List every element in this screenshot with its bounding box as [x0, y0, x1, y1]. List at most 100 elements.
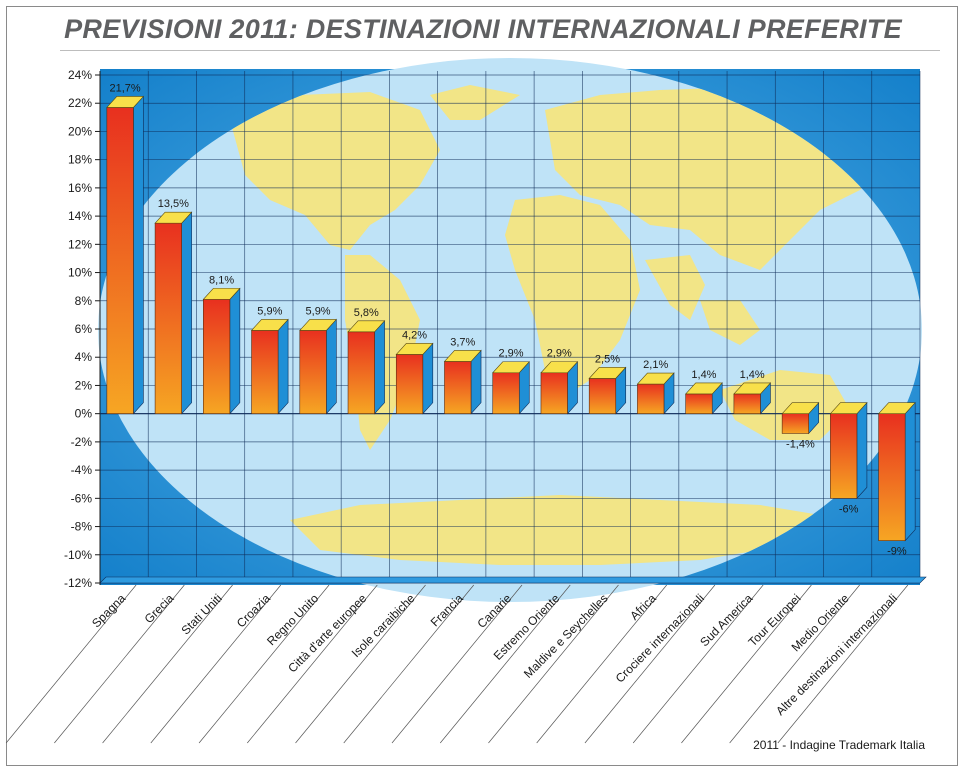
- bar-top: [154, 211, 193, 224]
- y-tick-label: 20%: [68, 124, 92, 138]
- bar: [588, 366, 627, 415]
- bar-side: [277, 318, 289, 415]
- y-tick-label: -4%: [71, 463, 93, 477]
- bar-top: [588, 367, 627, 379]
- y-tick-label: -10%: [64, 548, 92, 562]
- x-tick-label: Crociere internazionali: [613, 591, 707, 685]
- bar: [781, 401, 820, 435]
- data-labels: 21,7% 13,5% 8,1% 5,9% 5,9% 5,8% 4,2% 3,7% 2,9% 2,…: [110, 82, 907, 557]
- y-tick-label: 8%: [75, 294, 93, 308]
- bar-front: [154, 222, 182, 414]
- bar-top: [299, 319, 338, 331]
- bar-top: [395, 343, 434, 355]
- bar: [684, 382, 723, 415]
- x-tick-leader: [247, 584, 378, 744]
- y-tick-label: 14%: [68, 209, 92, 223]
- floor-slab: [99, 576, 927, 584]
- land-shape: [505, 195, 640, 400]
- y-tick-label: -12%: [64, 576, 92, 590]
- land-shape: [290, 495, 820, 565]
- bar-front: [685, 393, 713, 414]
- bar: [154, 211, 193, 415]
- data-label: 2,1%: [643, 359, 668, 371]
- data-label: 1,4%: [740, 369, 765, 381]
- data-label: -6%: [839, 503, 859, 515]
- y-tick-label: 12%: [68, 237, 92, 251]
- y-tick-label: 10%: [68, 266, 92, 280]
- bar-front: [637, 383, 665, 414]
- x-tick-leader: [777, 584, 909, 744]
- bar-side: [856, 401, 868, 500]
- x-tick-leader: [54, 584, 185, 744]
- bar: [443, 349, 482, 415]
- y-tick-label: 24%: [68, 68, 92, 82]
- x-tick-label: Stati Uniti: [178, 591, 224, 637]
- y-tick-label: 6%: [75, 322, 93, 336]
- data-label: 8,1%: [209, 274, 234, 286]
- x-tick-label: Croazia: [234, 591, 273, 630]
- bar-front: [830, 413, 858, 499]
- x-tick-label: Grecia: [142, 591, 177, 626]
- x-tick-leader: [391, 584, 523, 744]
- x-tick-leader: [632, 584, 764, 744]
- y-tick-label: 22%: [68, 96, 92, 110]
- bar-side: [181, 211, 192, 415]
- land-shape: [700, 300, 760, 345]
- bar-front: [299, 330, 327, 414]
- source-note: 2011 - Indagine Trademark Italia: [753, 738, 925, 752]
- bar-top: [202, 288, 241, 300]
- bar-front: [733, 393, 761, 414]
- bar: [202, 287, 241, 415]
- bar: [877, 401, 916, 542]
- x-tick-label: Africa: [627, 591, 659, 623]
- bar: [299, 318, 338, 415]
- data-label: 2,5%: [595, 353, 620, 365]
- bar-top: [684, 382, 723, 395]
- bar-side: [229, 287, 241, 415]
- bar-side: [133, 95, 144, 415]
- y-tick-label: 16%: [68, 181, 92, 195]
- x-tick-leader: [439, 584, 571, 744]
- land-shape: [645, 255, 705, 320]
- data-label: 5,8%: [354, 307, 379, 319]
- x-tick-leader: [343, 584, 475, 744]
- bar-top: [250, 319, 289, 331]
- bar-top: [781, 402, 820, 414]
- data-label: 2,9%: [547, 348, 572, 360]
- x-tick-leader: [729, 584, 860, 744]
- data-label: 13,5%: [158, 198, 189, 210]
- bar-top: [492, 361, 530, 374]
- bar: [347, 320, 386, 415]
- x-tick-label: Spagna: [89, 591, 128, 630]
- bar: [733, 382, 772, 415]
- bar-side: [422, 342, 434, 415]
- y-axis-ticks: 24% 22% 20% 18% 16% 14% 12% 10% 8% 6% 4% 2% 0% -2% -4%…: [64, 68, 100, 590]
- x-tick-leader: [488, 584, 619, 744]
- y-tick-label: -6%: [71, 491, 93, 505]
- bar-front: [588, 378, 617, 414]
- x-tick-leader: [150, 584, 282, 744]
- bar-top: [347, 320, 386, 333]
- x-tick-leader: [295, 584, 426, 744]
- world-map-background: [98, 58, 922, 602]
- bar-front: [540, 372, 568, 414]
- bar-top: [106, 96, 145, 108]
- data-label: 3,7%: [450, 336, 475, 348]
- bar-side: [904, 401, 916, 542]
- bar-top: [877, 402, 916, 414]
- land-shape: [430, 85, 520, 120]
- y-tick-label: 18%: [68, 153, 92, 167]
- bar: [106, 95, 145, 415]
- x-tick-leader: [102, 584, 233, 744]
- title-divider: [60, 50, 940, 51]
- bars: [106, 95, 916, 542]
- bar: [250, 318, 289, 415]
- y-tick-label: -8%: [71, 520, 93, 534]
- bar-top: [733, 382, 772, 395]
- data-label: 1,4%: [691, 369, 716, 381]
- y-tick-label: 0%: [75, 407, 93, 421]
- y-tick-label: -2%: [71, 435, 93, 449]
- y-tick-label: 4%: [75, 350, 93, 364]
